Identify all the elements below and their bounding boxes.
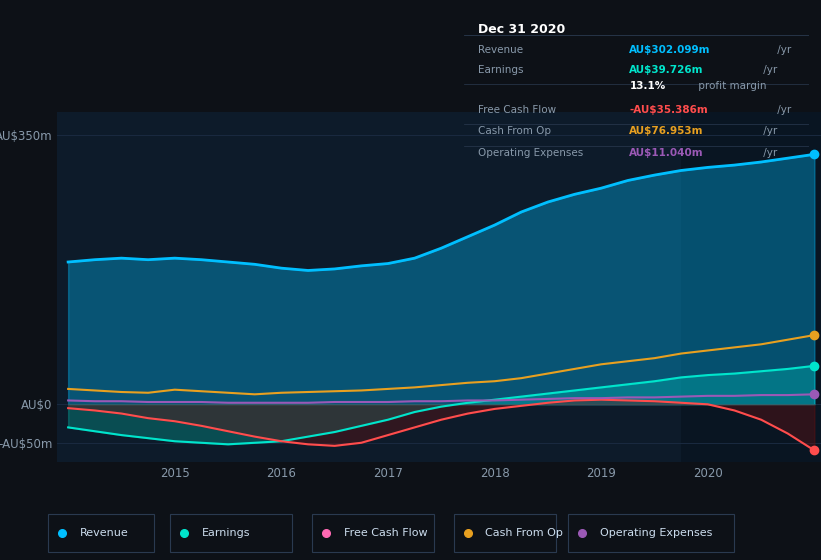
Text: /yr: /yr <box>773 105 791 115</box>
Text: Cash From Op: Cash From Op <box>485 529 563 538</box>
Text: /yr: /yr <box>773 45 791 55</box>
Bar <box>681 112 821 462</box>
Text: Operating Expenses: Operating Expenses <box>478 148 583 158</box>
Text: /yr: /yr <box>760 64 777 74</box>
Text: Revenue: Revenue <box>478 45 523 55</box>
Text: 13.1%: 13.1% <box>630 81 666 91</box>
Text: AU$76.953m: AU$76.953m <box>630 127 704 137</box>
Text: /yr: /yr <box>760 148 777 158</box>
Text: AU$39.726m: AU$39.726m <box>630 64 704 74</box>
Text: AU$11.040m: AU$11.040m <box>630 148 704 158</box>
Text: Earnings: Earnings <box>202 529 250 538</box>
Text: Cash From Op: Cash From Op <box>478 127 551 137</box>
Text: -AU$35.386m: -AU$35.386m <box>630 105 709 115</box>
Text: Operating Expenses: Operating Expenses <box>599 529 712 538</box>
Text: AU$302.099m: AU$302.099m <box>630 45 711 55</box>
Text: Earnings: Earnings <box>478 64 523 74</box>
Text: /yr: /yr <box>760 127 777 137</box>
Text: profit margin: profit margin <box>695 81 766 91</box>
Text: Free Cash Flow: Free Cash Flow <box>343 529 427 538</box>
Text: Dec 31 2020: Dec 31 2020 <box>478 24 565 36</box>
Text: Free Cash Flow: Free Cash Flow <box>478 105 556 115</box>
Text: Revenue: Revenue <box>80 529 128 538</box>
